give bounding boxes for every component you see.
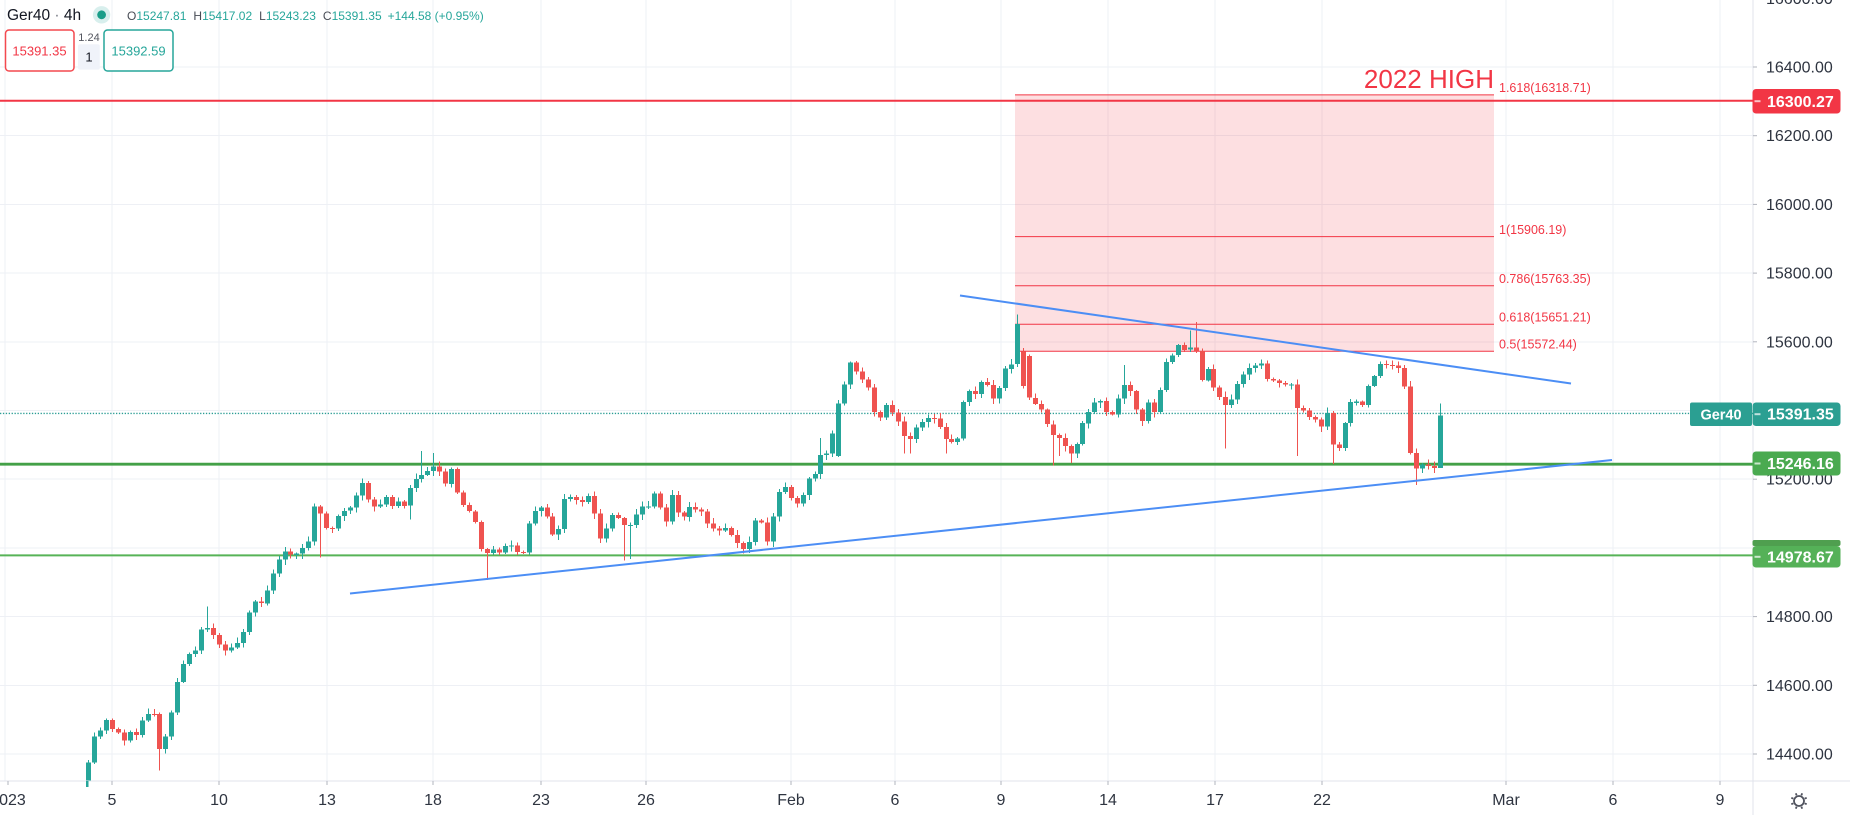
svg-text:16600.00: 16600.00	[1766, 0, 1833, 8]
svg-text:13: 13	[318, 792, 336, 809]
svg-text:0.786(15763.35): 0.786(15763.35)	[1499, 272, 1591, 286]
svg-text:18: 18	[424, 792, 442, 809]
svg-text:15800.00: 15800.00	[1766, 266, 1833, 283]
svg-text:0.618(15651.21): 0.618(15651.21)	[1499, 310, 1591, 324]
svg-text:15392.59: 15392.59	[111, 44, 165, 59]
svg-text:15200.00: 15200.00	[1766, 472, 1833, 489]
svg-text:2022 HIGH: 2022 HIGH	[1364, 64, 1494, 94]
svg-text:23: 23	[532, 792, 550, 809]
svg-text:Ger40: Ger40	[1700, 408, 1741, 424]
svg-text:16200.00: 16200.00	[1766, 128, 1833, 145]
svg-text:15246.16: 15246.16	[1767, 456, 1834, 473]
svg-text:16400.00: 16400.00	[1766, 60, 1833, 77]
svg-text:10: 10	[210, 792, 228, 809]
svg-text:15391.35: 15391.35	[12, 44, 66, 59]
svg-text:9: 9	[1716, 792, 1725, 809]
svg-text:5: 5	[108, 792, 117, 809]
svg-text:Mar: Mar	[1492, 792, 1520, 809]
svg-text:1.24: 1.24	[78, 32, 99, 44]
svg-text:14: 14	[1099, 792, 1117, 809]
svg-text:2023: 2023	[0, 792, 26, 809]
svg-text:15391.35: 15391.35	[1767, 407, 1834, 424]
svg-text:1.618(16318.71): 1.618(16318.71)	[1499, 81, 1591, 95]
svg-text:22: 22	[1313, 792, 1331, 809]
svg-text:1(15906.19): 1(15906.19)	[1499, 223, 1566, 237]
svg-text:14978.67: 14978.67	[1767, 550, 1834, 567]
svg-text:1: 1	[85, 50, 92, 65]
svg-text:16000.00: 16000.00	[1766, 197, 1833, 214]
svg-text:9: 9	[997, 792, 1006, 809]
svg-text:6: 6	[1609, 792, 1618, 809]
svg-text:Ger40 · 4h: Ger40 · 4h	[7, 7, 81, 24]
svg-text:17: 17	[1206, 792, 1224, 809]
svg-text:6: 6	[891, 792, 900, 809]
svg-text:15600.00: 15600.00	[1766, 334, 1833, 351]
svg-text:14400.00: 14400.00	[1766, 747, 1833, 764]
svg-text:14600.00: 14600.00	[1766, 678, 1833, 695]
svg-text:26: 26	[637, 792, 655, 809]
svg-text:14800.00: 14800.00	[1766, 609, 1833, 626]
svg-text:Feb: Feb	[777, 792, 805, 809]
svg-text:16300.27: 16300.27	[1767, 94, 1834, 111]
svg-text:0.5(15572.44): 0.5(15572.44)	[1499, 338, 1577, 352]
